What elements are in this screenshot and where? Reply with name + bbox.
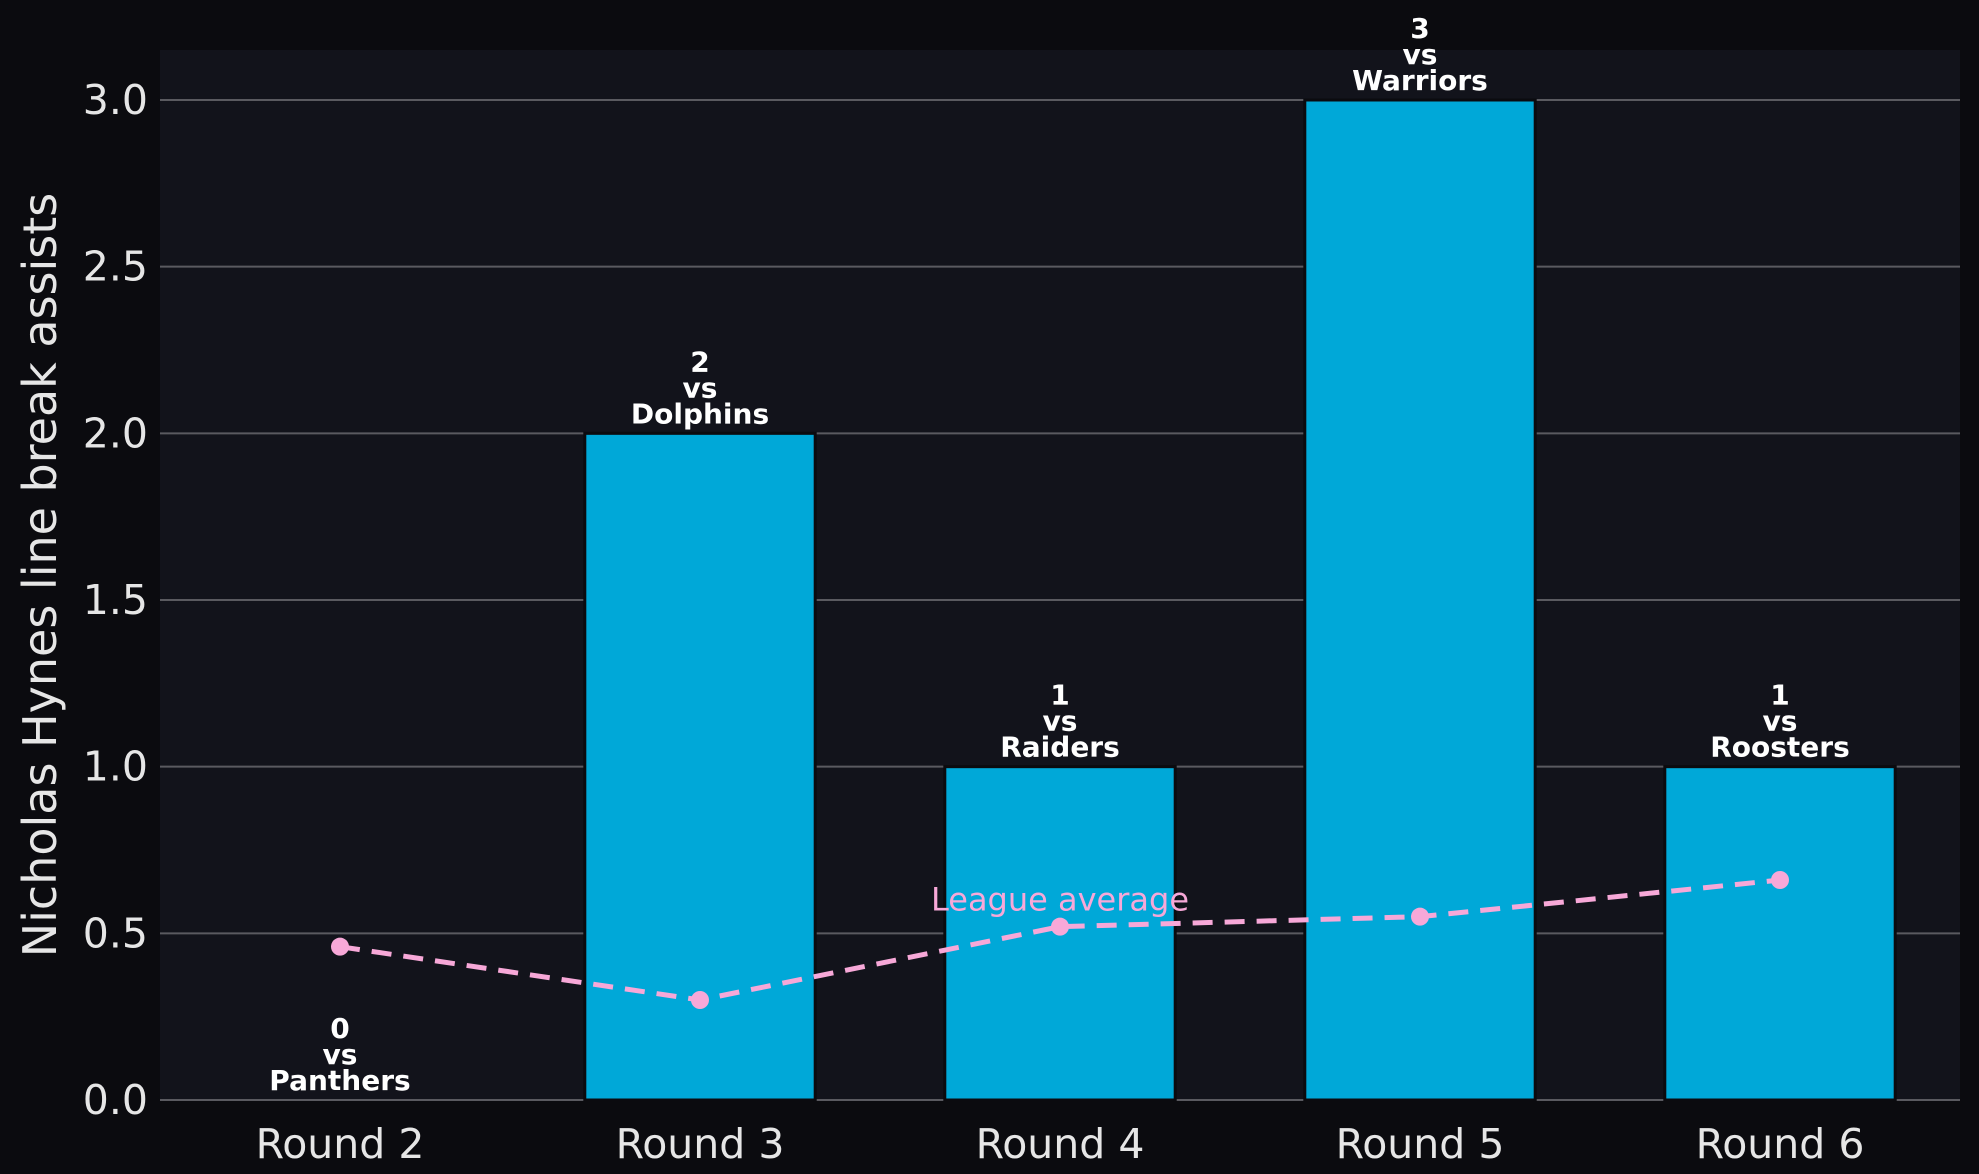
bar-opponent-label: Raiders <box>1000 731 1120 764</box>
y-tick-label: 0.0 <box>83 1076 148 1124</box>
league-average-point <box>331 937 349 956</box>
bar-opponent-label: Panthers <box>269 1064 410 1097</box>
bar-opponent-label: Roosters <box>1710 731 1850 764</box>
x-tick-label: Round 4 <box>976 1120 1145 1168</box>
x-tick-label: Round 6 <box>1696 1120 1865 1168</box>
y-tick-label: 1.0 <box>83 743 148 791</box>
y-tick-label: 3.0 <box>83 76 148 124</box>
bar-vs-label: vs <box>1043 705 1078 738</box>
y-tick-label: 1.5 <box>83 576 148 624</box>
league-average-point <box>1051 917 1069 936</box>
bars <box>583 98 1897 1102</box>
bar-round-3 <box>583 431 817 1102</box>
x-axis-ticks: Round 2 Round 3 Round 4 Round 5 Round 6 <box>256 1120 1865 1168</box>
bar-value-label: 1 <box>1050 679 1069 712</box>
league-average-line: League average <box>331 871 1789 1009</box>
y-axis-ticks: 0.0 0.5 1.0 1.5 2.0 2.5 3.0 <box>83 76 148 1124</box>
league-average-point <box>1411 907 1429 926</box>
x-tick-label: Round 5 <box>1336 1120 1505 1168</box>
bar-value-label: 1 <box>1770 679 1789 712</box>
x-tick-label: Round 2 <box>256 1120 425 1168</box>
bar-opponent-label: Warriors <box>1352 64 1488 97</box>
bar-round-6 <box>1663 765 1897 1102</box>
bar-vs-label: vs <box>1763 705 1798 738</box>
league-average-point <box>1771 871 1789 889</box>
bar-vs-label: vs <box>1403 38 1438 71</box>
y-axis-label: Nicholas Hynes line break assists <box>13 193 67 958</box>
bar-vs-label: vs <box>323 1038 358 1071</box>
bar-opponent-label: Dolphins <box>631 397 769 430</box>
bar-value-label: 2 <box>690 345 709 378</box>
bar-labels: 0vsPanthers2vsDolphins1vsRaiders3vsWarri… <box>269 12 1849 1097</box>
league-average-polyline <box>339 877 1781 1003</box>
bar-vs-label: vs <box>683 371 718 404</box>
bar-value-label: 0 <box>330 1012 349 1045</box>
bar-round-5 <box>1303 98 1537 1102</box>
bar-value-label: 3 <box>1410 12 1429 45</box>
league-average-point <box>691 991 709 1009</box>
y-tick-label: 2.0 <box>83 409 148 457</box>
league-average-label: League average <box>931 881 1189 919</box>
x-tick-label: Round 3 <box>616 1120 785 1168</box>
y-tick-label: 0.5 <box>83 909 148 957</box>
y-tick-label: 2.5 <box>83 243 148 291</box>
